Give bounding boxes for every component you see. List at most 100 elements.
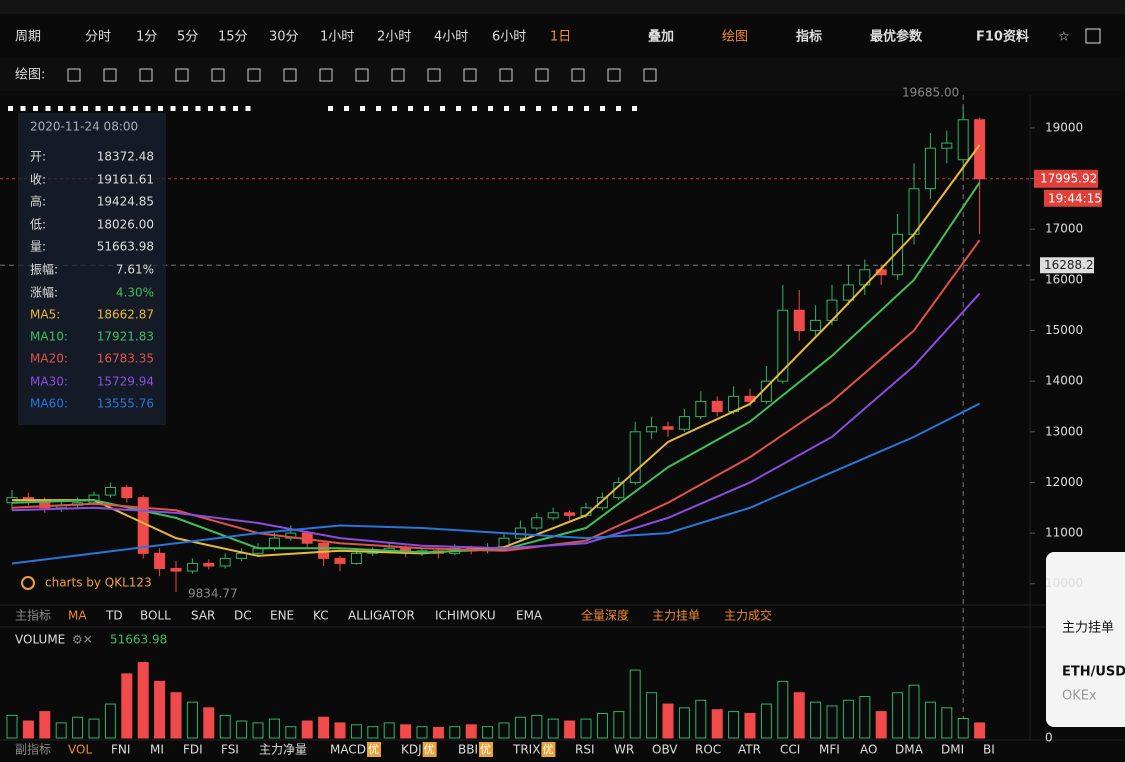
period-tab[interactable]: 1小时 <box>320 30 354 45</box>
sub-indicator-tab[interactable]: OBV <box>652 743 678 757</box>
sub-indicator-tab[interactable]: WR <box>614 743 634 757</box>
volume-bar <box>531 714 543 739</box>
indicator-tab[interactable]: 主指标 <box>15 608 51 623</box>
draw-tool-icon[interactable] <box>427 68 441 82</box>
sub-indicator-tab[interactable]: FDI <box>183 743 203 757</box>
info-label: 开: <box>30 150 46 164</box>
period-tab[interactable]: 周期 <box>15 30 41 45</box>
candle-body <box>334 557 346 564</box>
logo <box>21 576 35 590</box>
info-value: 19161.61 <box>97 173 154 187</box>
indicator-tab[interactable]: MA <box>68 609 87 623</box>
draw-tool-icon[interactable] <box>463 68 477 82</box>
indicator-tab[interactable]: BOLL <box>140 609 171 623</box>
volume-bar <box>810 701 822 739</box>
volume-bar <box>104 703 116 739</box>
draw-tool-icon[interactable] <box>139 68 153 82</box>
indicator-tab[interactable]: ICHIMOKU <box>435 609 496 623</box>
volume-bar <box>268 718 280 739</box>
tool-button[interactable]: 叠加 <box>648 30 674 45</box>
draw-tool-icon[interactable] <box>211 68 225 82</box>
indicator-tab[interactable]: EMA <box>516 609 543 623</box>
sub-indicator-tab[interactable]: DMA <box>895 743 924 757</box>
tool-button[interactable]: 指标 <box>796 29 822 45</box>
info-value: 16783.35 <box>97 352 154 366</box>
period-tab[interactable]: 5分 <box>177 30 198 45</box>
star-icon[interactable]: ☆ <box>1058 30 1070 45</box>
period-tab[interactable]: 30分 <box>269 30 299 45</box>
draw-tool-icon[interactable] <box>67 68 81 82</box>
fullscreen-icon[interactable] <box>1085 28 1101 44</box>
marker-diamond <box>95 106 101 111</box>
marker-diamond <box>83 106 88 111</box>
marker-diamond <box>344 106 349 111</box>
period-tab[interactable]: 1分 <box>136 30 157 45</box>
period-tab[interactable]: 1日 <box>550 30 571 45</box>
y-tick-label: 15000 <box>1045 323 1083 337</box>
volume-icons[interactable]: ⚙✕ <box>72 633 93 647</box>
indicator-tab[interactable]: 主力成交 <box>724 608 772 623</box>
period-tab[interactable]: 2小时 <box>377 30 411 45</box>
volume-bar <box>596 712 608 739</box>
draw-tool-icon[interactable] <box>103 68 117 82</box>
side-card[interactable] <box>1046 552 1125 727</box>
draw-tool-icon[interactable] <box>607 68 621 82</box>
period-tab[interactable]: 15分 <box>218 30 248 45</box>
marker-diamond <box>33 106 38 111</box>
sub-indicator-tab[interactable]: RSI <box>575 743 595 757</box>
marker-diamond <box>616 106 621 111</box>
volume-bar <box>367 726 379 739</box>
draw-tool-icon[interactable] <box>175 68 189 82</box>
sub-indicator-tab[interactable]: VOL <box>68 743 92 757</box>
marker-diamond <box>183 106 188 111</box>
period-tab[interactable]: 分时 <box>85 30 111 45</box>
marker-diamond <box>158 106 163 111</box>
sub-indicator-tab[interactable]: AO <box>860 743 877 757</box>
draw-tool-icon[interactable] <box>319 68 333 82</box>
tool-button[interactable]: 最优参数 <box>870 29 923 45</box>
tool-button[interactable]: F10资料 <box>976 29 1029 45</box>
sub-indicator-tab[interactable]: ROC <box>695 743 721 757</box>
sub-indicator-tab[interactable]: 主力净量 <box>259 743 307 757</box>
draw-tool-icon[interactable] <box>283 68 297 82</box>
indicator-tab[interactable]: DC <box>234 609 252 623</box>
ma-line <box>11 239 981 552</box>
sub-indicator-tab[interactable]: CCI <box>780 743 800 757</box>
draw-tool-icon[interactable] <box>247 68 261 82</box>
volume-bar <box>498 722 510 739</box>
badge-bg <box>366 742 381 757</box>
draw-tool-icon[interactable] <box>355 68 369 82</box>
sub-indicator-tab[interactable]: BI <box>983 743 995 757</box>
period-tab[interactable]: 6小时 <box>492 30 526 45</box>
indicator-tab[interactable]: 全量深度 <box>581 608 629 623</box>
period-tab[interactable]: 4小时 <box>434 30 468 45</box>
draw-tool-icon[interactable] <box>571 68 585 82</box>
draw-tool-icon[interactable] <box>499 68 513 82</box>
indicator-tab[interactable]: ENE <box>270 609 294 623</box>
sub-indicator-tab[interactable]: FNI <box>111 743 130 757</box>
volume-bar <box>416 726 428 739</box>
indicator-tab[interactable]: ALLIGATOR <box>348 609 415 623</box>
draw-tool-icon[interactable] <box>391 68 405 82</box>
indicator-tab[interactable]: 主力挂单 <box>652 609 700 623</box>
draw-tool-icon[interactable] <box>535 68 549 82</box>
tool-button[interactable]: 绘图 <box>722 30 748 45</box>
volume-bar <box>629 669 641 739</box>
indicator-tab[interactable]: SAR <box>191 609 215 623</box>
sub-indicator-tab[interactable]: MI <box>150 743 164 757</box>
marker-diamond <box>133 106 138 111</box>
info-label: 高: <box>30 194 46 209</box>
sub-indicator-tab[interactable]: KDJ <box>401 743 422 757</box>
indicator-tab[interactable]: TD <box>105 609 123 623</box>
indicator-tab[interactable]: KC <box>313 609 329 623</box>
sub-indicator-tab[interactable]: FSI <box>221 743 239 757</box>
draw-tool-icon[interactable] <box>643 68 657 82</box>
sub-indicator-tab[interactable]: 副指标 <box>15 742 51 757</box>
sub-indicator-tab[interactable]: BBI <box>458 743 478 757</box>
sub-indicator-tab[interactable]: MACD <box>330 743 366 757</box>
y-tick-label: 10000 <box>1045 576 1083 590</box>
sub-indicator-tab[interactable]: MFI <box>819 743 840 757</box>
sub-indicator-tab[interactable]: TRIX <box>512 743 540 757</box>
sub-indicator-tab[interactable]: ATR <box>738 743 761 757</box>
sub-indicator-tab[interactable]: DMI <box>941 743 964 757</box>
